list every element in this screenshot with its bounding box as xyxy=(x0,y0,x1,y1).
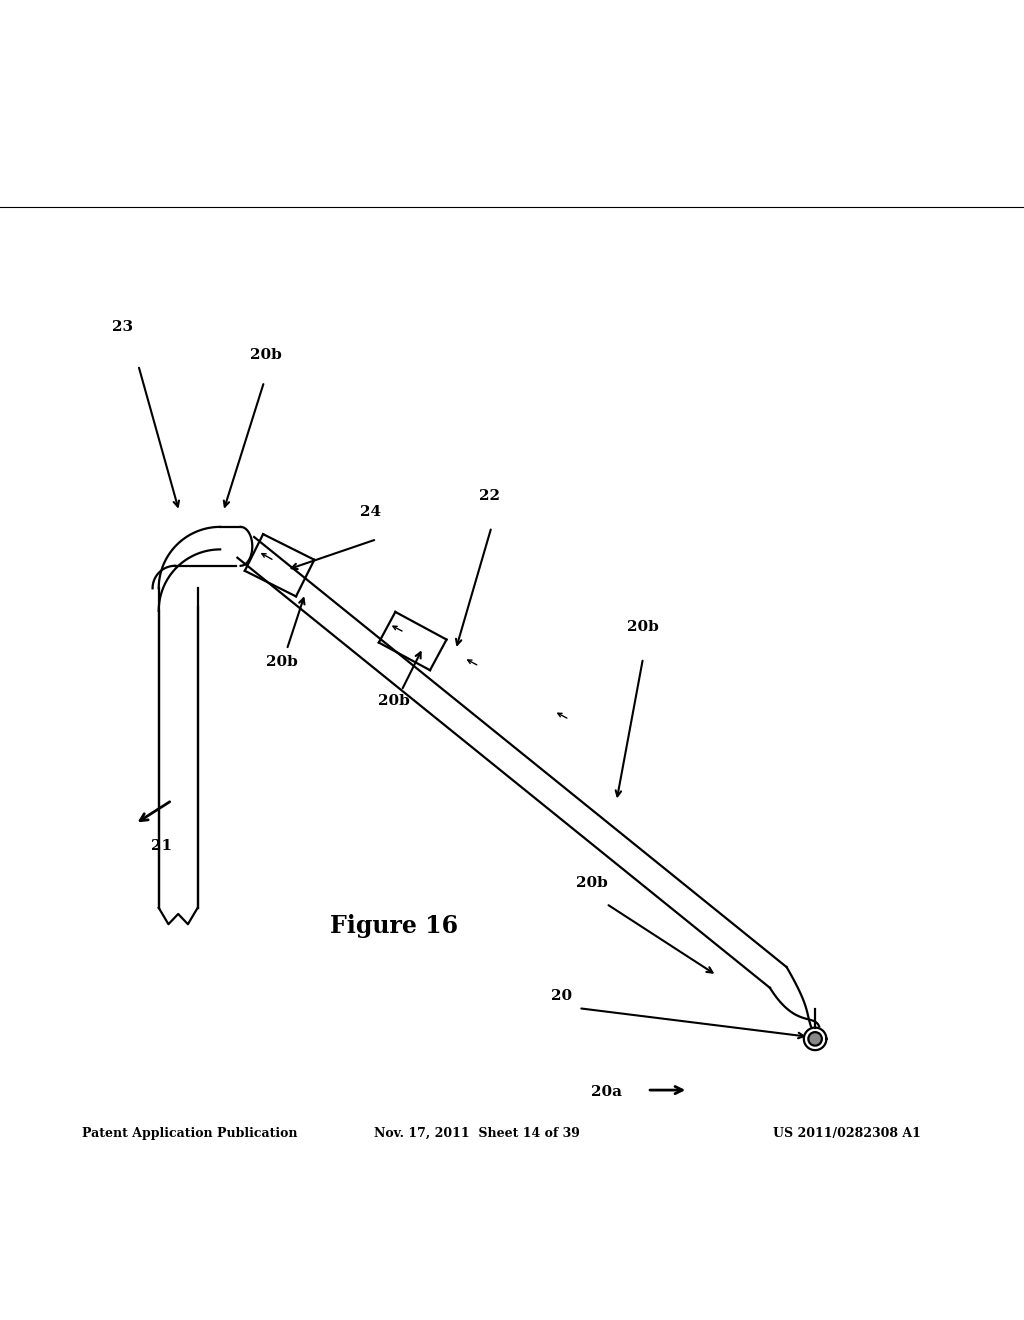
Text: US 2011/0282308 A1: US 2011/0282308 A1 xyxy=(773,1126,921,1139)
Text: 21: 21 xyxy=(152,840,172,853)
Text: Nov. 17, 2011  Sheet 14 of 39: Nov. 17, 2011 Sheet 14 of 39 xyxy=(374,1126,580,1139)
Text: Figure 16: Figure 16 xyxy=(330,915,459,939)
Text: 20b: 20b xyxy=(627,620,659,634)
Text: 22: 22 xyxy=(479,490,500,503)
Text: Patent Application Publication: Patent Application Publication xyxy=(82,1126,297,1139)
Ellipse shape xyxy=(808,1032,822,1045)
Text: 20b: 20b xyxy=(265,655,298,669)
Text: 23: 23 xyxy=(113,321,133,334)
Text: 20: 20 xyxy=(551,989,571,1003)
Text: 20a: 20a xyxy=(591,1085,622,1100)
Text: 20b: 20b xyxy=(378,694,411,708)
Text: 20b: 20b xyxy=(250,348,283,362)
Text: 24: 24 xyxy=(360,504,381,519)
Text: 20b: 20b xyxy=(575,876,608,890)
